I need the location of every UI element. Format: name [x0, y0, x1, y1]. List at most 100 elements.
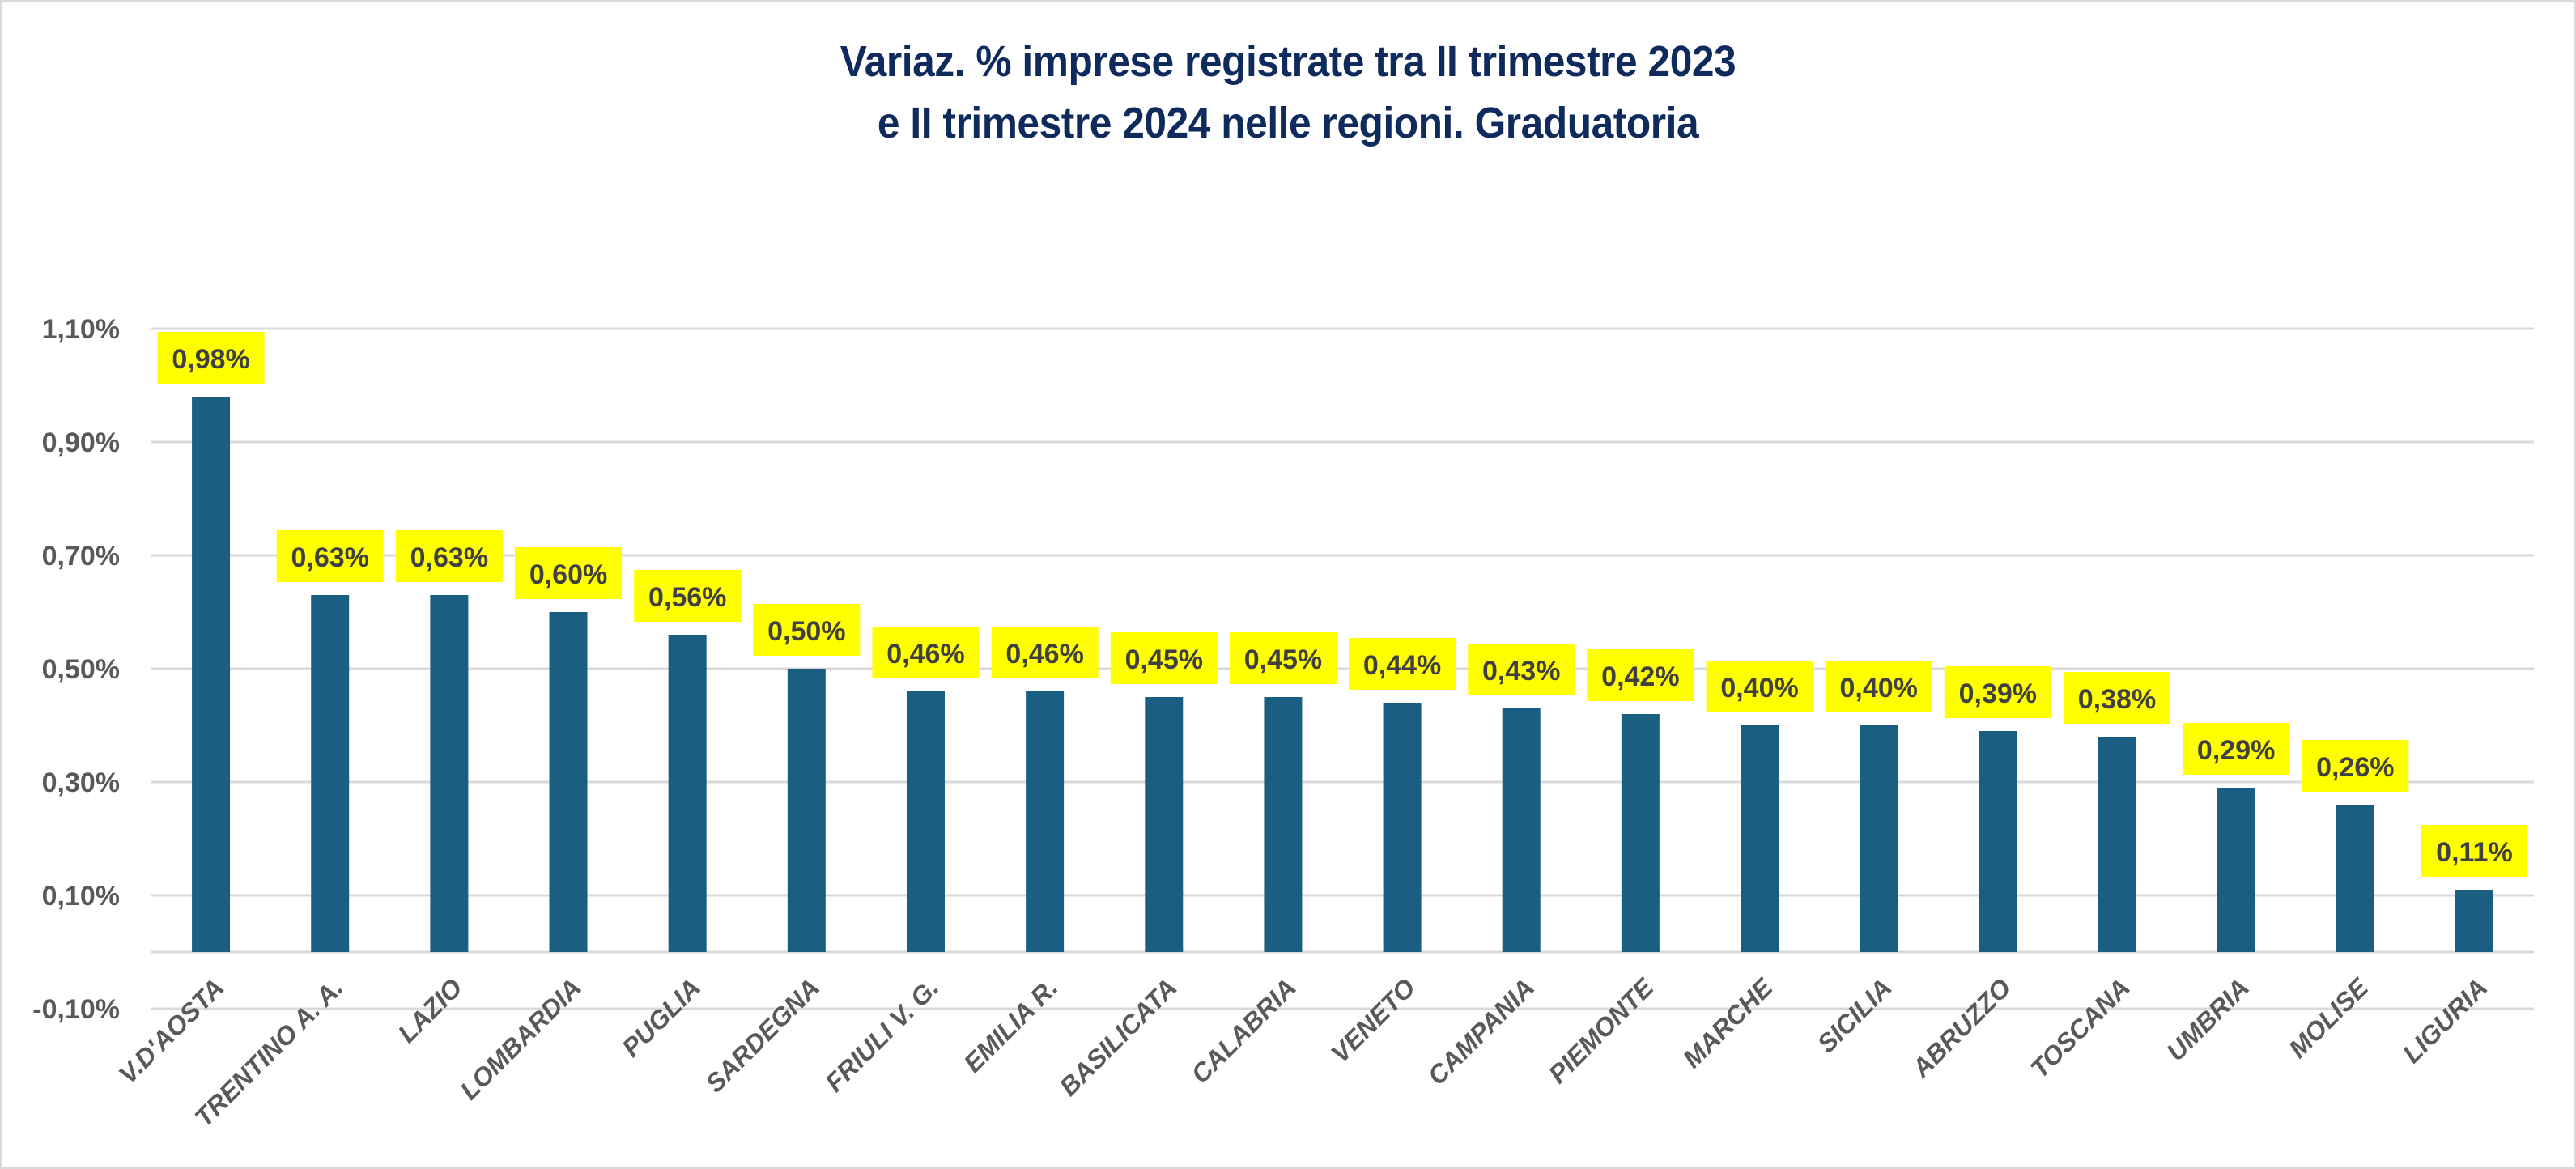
bar: [1979, 731, 2017, 952]
data-label-box: [2183, 723, 2290, 775]
data-label-text: 0,42%: [1601, 661, 1679, 692]
y-tick-label: 0,10%: [42, 881, 120, 912]
y-tick-label: 0,50%: [42, 654, 120, 685]
x-tick-label: LOMBARDIA: [454, 972, 587, 1105]
data-label-text: 0,98%: [172, 344, 249, 375]
y-tick-label: -0,10%: [32, 994, 120, 1025]
data-label: 0,40%: [1706, 661, 1813, 712]
x-tick-label: PIEMONTE: [1543, 971, 1660, 1089]
bar: [2098, 737, 2136, 952]
gridlines: [151, 327, 2534, 1010]
data-label-text: 0,11%: [2436, 837, 2513, 868]
data-label-text: 0,60%: [529, 559, 607, 590]
x-tick-label: FRIULI V. G.: [819, 972, 944, 1097]
data-label: 0,63%: [276, 530, 384, 582]
data-label-box: [157, 332, 265, 384]
data-label-box: [1706, 661, 1813, 712]
x-tick-label: CAMPANIA: [1422, 972, 1540, 1090]
data-label: 0,38%: [2063, 672, 2170, 724]
data-label: 0,11%: [2421, 825, 2528, 877]
data-label-box: [1587, 649, 1694, 701]
bar: [1383, 703, 1422, 952]
x-tick-label: V.D'AOSTA: [113, 972, 230, 1089]
x-tick-label: EMILIA R.: [958, 972, 1063, 1078]
data-label-text: 0,45%: [1125, 644, 1203, 675]
data-label-text: 0,43%: [1482, 656, 1560, 687]
y-tick-label: 1,10%: [42, 314, 120, 345]
data-label-box: [634, 570, 742, 622]
data-label: 0,26%: [2302, 740, 2409, 792]
data-label: 0,56%: [634, 570, 742, 622]
data-label: 0,45%: [1229, 632, 1337, 684]
data-label-text: 0,26%: [2316, 752, 2394, 783]
data-label: 0,43%: [1468, 644, 1575, 695]
bar: [668, 635, 707, 952]
bar: [1026, 691, 1065, 952]
data-label: 0,39%: [1944, 666, 2051, 718]
data-label-text: 0,63%: [291, 542, 369, 573]
x-tick-label: LIGURIA: [2397, 972, 2493, 1068]
bar: [1621, 714, 1660, 952]
x-tick-label: TOSCANA: [2025, 972, 2136, 1083]
x-tick-label: UMBRIA: [2161, 972, 2255, 1066]
data-label-box: [991, 627, 1099, 678]
y-tick-label: 0,30%: [42, 767, 120, 798]
data-label-text: 0,40%: [1839, 673, 1917, 704]
data-label-text: 0,39%: [1959, 678, 2037, 709]
data-label-box: [1349, 638, 1456, 690]
data-label: 0,40%: [1825, 661, 1932, 712]
data-labels: 0,98% 0,63% 0,63% 0,60% 0,56% 0,50% 0,46% 0,46%…: [157, 332, 2528, 877]
data-label-box: [1229, 632, 1337, 684]
bar: [906, 691, 945, 952]
y-axis-labels: -0,10% 0,10% 0,30% 0,50% 0,70% 0,90% 1,10%: [32, 314, 120, 1025]
data-label: 0,46%: [872, 627, 980, 678]
x-tick-label: MOLISE: [2283, 971, 2374, 1063]
data-label-text: 0,29%: [2197, 735, 2275, 766]
bar: [787, 669, 826, 952]
data-label-text: 0,56%: [648, 582, 726, 613]
bar: [1145, 697, 1184, 952]
data-label: 0,63%: [395, 530, 503, 582]
bar: [2455, 890, 2493, 952]
x-tick-label: SARDEGNA: [699, 972, 825, 1098]
y-tick-label: 0,70%: [42, 541, 120, 572]
data-label-box: [1468, 644, 1575, 695]
data-label: 0,50%: [753, 604, 861, 656]
bar: [311, 595, 350, 952]
x-tick-label: LAZIO: [392, 972, 467, 1048]
chart-title-line-1: Variaz. % imprese registrate tra II trim…: [840, 37, 1736, 86]
data-label: 0,46%: [991, 627, 1099, 678]
bar: [1264, 697, 1303, 952]
data-label-text: 0,44%: [1363, 650, 1441, 681]
data-label-box: [872, 627, 980, 678]
x-tick-label: PUGLIA: [616, 972, 706, 1062]
bar: [1860, 725, 1898, 952]
data-label-text: 0,46%: [1005, 639, 1083, 670]
x-tick-label: SICILIA: [1812, 972, 1898, 1058]
data-label-box: [2063, 672, 2170, 724]
x-tick-label: BASILICATA: [1054, 972, 1183, 1101]
bar: [1502, 708, 1541, 952]
bar: [549, 612, 588, 952]
data-label-box: [1825, 661, 1932, 712]
data-label: 0,98%: [157, 332, 265, 384]
data-label: 0,44%: [1349, 638, 1456, 690]
data-label: 0,60%: [515, 547, 623, 599]
bar: [2336, 805, 2374, 952]
x-tick-label: MARCHE: [1677, 971, 1779, 1073]
data-label: 0,29%: [2183, 723, 2290, 775]
data-label-box: [515, 547, 623, 599]
x-tick-label: CALABRIA: [1185, 972, 1302, 1089]
chart-title-line-2: e II trimestre 2024 nelle regioni. Gradu…: [877, 99, 1699, 147]
data-label-box: [753, 604, 861, 656]
data-label-box: [2421, 825, 2528, 877]
data-label: 0,42%: [1587, 649, 1694, 701]
x-tick-label: ABRUZZO: [1906, 972, 2017, 1083]
y-tick-label: 0,90%: [42, 427, 120, 458]
bar: [1741, 725, 1779, 952]
data-label-text: 0,46%: [886, 639, 964, 670]
data-label-box: [395, 530, 503, 582]
